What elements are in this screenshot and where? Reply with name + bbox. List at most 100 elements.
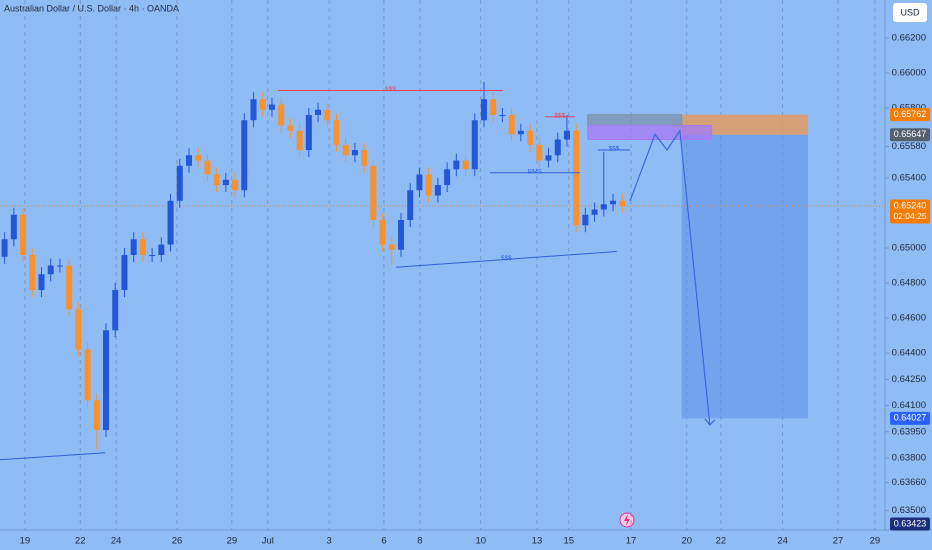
y-tick-label: 0.65800 <box>892 103 926 114</box>
candle-body <box>130 239 137 256</box>
y-tick-label: 0.63950 <box>892 426 926 437</box>
candle-body <box>296 130 303 151</box>
drawing-label: $$$ <box>501 255 512 262</box>
price-badge <box>890 108 930 122</box>
x-tick-label: 10 <box>475 536 486 547</box>
target-zone <box>681 134 809 419</box>
candle-body <box>600 204 607 210</box>
x-tick-label: 26 <box>172 536 183 547</box>
candle-body <box>213 174 220 186</box>
candle-body <box>176 165 183 201</box>
drawing-line <box>395 251 617 268</box>
zone <box>587 114 683 126</box>
candle-body <box>536 144 543 161</box>
candle-body <box>462 160 469 170</box>
price-badge <box>890 517 930 531</box>
candle-body <box>370 165 377 221</box>
candle-body <box>20 214 27 256</box>
x-tick-label: 6 <box>381 536 386 547</box>
x-tick-label: 20 <box>682 536 693 547</box>
plot-area: $$$ $$$ BMS $$$ $$$ <box>0 0 885 530</box>
logo-icon[interactable] <box>619 512 635 528</box>
candle-body <box>573 130 580 226</box>
x-tick-label: Jul <box>262 536 274 547</box>
candle-body <box>278 104 285 126</box>
y-tick-label: 0.64600 <box>892 313 926 324</box>
drawing-label: $$$ <box>385 86 396 93</box>
candle-body <box>398 220 405 250</box>
candle-body <box>351 150 358 156</box>
candle-body <box>324 109 331 121</box>
price-badge-label: 0.65240 <box>894 200 927 210</box>
price-badge-label: 0.64027 <box>894 413 927 423</box>
x-tick-label: 29 <box>870 536 881 547</box>
x-tick-label: 24 <box>777 536 788 547</box>
candle-body <box>232 179 239 191</box>
candle-body <box>407 190 414 221</box>
candle-body <box>342 144 349 156</box>
candle-body <box>10 214 17 240</box>
drawing-label: $$$ <box>609 146 620 153</box>
y-tick-label: 0.66200 <box>892 32 926 43</box>
price-badge-label: 0.63423 <box>894 518 927 528</box>
candle-body <box>287 125 294 131</box>
candle-body <box>29 255 36 291</box>
currency-button[interactable] <box>893 3 927 22</box>
x-tick-label: 19 <box>20 536 31 547</box>
x-tick-label: 3 <box>326 536 331 547</box>
candle-body <box>305 114 312 151</box>
candle-body <box>480 99 487 121</box>
drawing-label: BMS <box>528 168 543 175</box>
candle-body <box>610 200 617 205</box>
candle-body <box>103 330 110 431</box>
candle-body <box>582 214 589 226</box>
candle-body <box>416 174 423 191</box>
candle-body <box>195 155 202 161</box>
y-tick-label: 0.63500 <box>892 505 926 516</box>
price-badge <box>890 128 930 142</box>
y-tick-label: 0.65580 <box>892 141 926 152</box>
candle-body <box>434 185 441 196</box>
y-tick-label: 0.64250 <box>892 374 926 385</box>
stop-zone <box>681 114 809 135</box>
candle-body <box>379 220 386 245</box>
currency-label[interactable]: USD <box>900 7 920 17</box>
candle-body <box>361 150 368 166</box>
drawing-label: $$$ <box>554 112 565 119</box>
price-badge <box>890 199 930 224</box>
candle-body <box>204 160 211 175</box>
x-tick-label: 29 <box>227 536 238 547</box>
y-tick-label: 0.65400 <box>892 173 926 184</box>
candle-body <box>388 244 395 250</box>
candle-body <box>563 130 570 140</box>
candle-body <box>112 290 119 331</box>
x-tick-label: 13 <box>532 536 543 547</box>
zone <box>587 124 713 141</box>
candle-body <box>158 244 165 256</box>
candle-body <box>425 174 432 196</box>
y-tick-label: 0.63800 <box>892 453 926 464</box>
y-tick-label: 0.66000 <box>892 68 926 79</box>
countdown: 02:04:25 <box>893 211 926 221</box>
candle-body <box>591 209 598 215</box>
chart-title: Australian Dollar / U.S. Dollar · 4h · O… <box>4 3 179 13</box>
candle-body <box>1 239 8 257</box>
candle-body <box>490 99 497 115</box>
x-tick-label: 8 <box>417 536 422 547</box>
candle-body <box>185 155 192 166</box>
candle-body <box>250 99 257 121</box>
candle-body <box>222 179 229 186</box>
candle-body <box>139 239 146 256</box>
y-tick-label: 0.65000 <box>892 243 926 254</box>
x-tick-label: 22 <box>716 536 727 547</box>
candle-body <box>268 104 275 110</box>
candle-body <box>66 265 73 310</box>
candle-body <box>121 255 128 291</box>
candle-body <box>517 130 524 135</box>
candle-body <box>444 169 451 186</box>
candle-body <box>47 265 54 275</box>
candle-body <box>241 120 248 191</box>
y-tick-label: 0.64800 <box>892 278 926 289</box>
candle-body <box>333 120 340 145</box>
price-badge <box>890 411 930 425</box>
